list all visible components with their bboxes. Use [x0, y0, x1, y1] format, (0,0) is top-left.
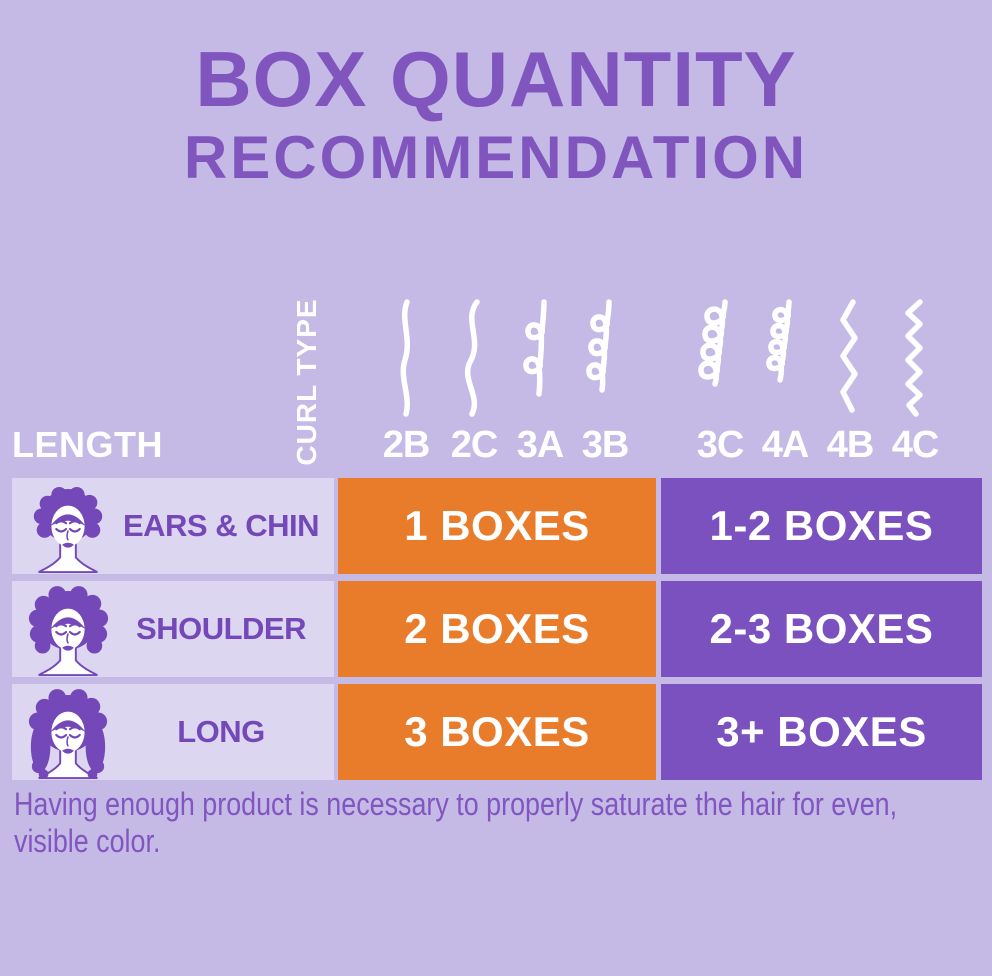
length-label: SHOULDER: [136, 611, 306, 646]
curl-type-label-4b: 4B: [826, 424, 875, 466]
curl-3b-icon: [586, 299, 612, 393]
footer-note: Having enough product is necessary to pr…: [14, 786, 897, 860]
length-cell-long: LONG: [12, 684, 334, 780]
boxes-cell-purple: 3+ BOXES: [661, 684, 982, 780]
curl-type-label-4a: 4A: [761, 424, 810, 466]
curl-type-axis-label: CURL TYPE: [291, 298, 322, 466]
curl-type-label-3c: 3C: [696, 424, 745, 466]
length-label: LONG: [177, 714, 265, 749]
page-subtitle: RECOMMENDATION: [183, 124, 809, 191]
length-label: EARS & CHIN: [122, 508, 320, 543]
boxes-value: 3+ BOXES: [716, 708, 927, 755]
length-cell-shoulder: SHOULDER: [12, 581, 334, 677]
curl-type-label-2c: 2C: [450, 424, 499, 466]
curl-type-label-2b: 2B: [382, 424, 431, 466]
boxes-cell-orange: 3 BOXES: [338, 684, 656, 780]
curl-3a-icon: [523, 299, 547, 397]
woman-shoulder-hair-icon: [28, 586, 109, 677]
boxes-value: 2 BOXES: [404, 605, 590, 652]
boxes-value: 2-3 BOXES: [709, 605, 934, 652]
boxes-value: 1 BOXES: [404, 502, 590, 549]
footer-note-line-1: Having enough product is necessary to pr…: [14, 786, 898, 822]
table-row-shoulder: SHOULDER 2 BOXES 2-3 BOXES: [0, 581, 992, 677]
curl-type-label-4c: 4C: [891, 424, 940, 466]
length-cell-ears-chin: EARS & CHIN: [12, 478, 334, 574]
length-axis-label: LENGTH: [12, 424, 163, 465]
boxes-value: 1-2 BOXES: [709, 502, 934, 549]
boxes-cell-orange: 2 BOXES: [338, 581, 656, 677]
woman-long-hair-icon: [28, 689, 108, 780]
boxes-cell-purple: 2-3 BOXES: [661, 581, 982, 677]
footer-note-line-2: visible color.: [14, 823, 161, 859]
boxes-cell-orange: 1 BOXES: [338, 478, 656, 574]
curl-4c-icon: [905, 299, 923, 417]
curl-4a-icon: [766, 299, 792, 383]
boxes-cell-purple: 1-2 BOXES: [661, 478, 982, 574]
curl-type-label-3a: 3A: [516, 424, 565, 466]
woman-ears-chin-hair-icon: [33, 487, 103, 574]
curl-type-label-3b: 3B: [581, 424, 630, 466]
curl-3c-icon: [698, 299, 728, 387]
curl-4b-icon: [840, 299, 858, 413]
boxes-value: 3 BOXES: [404, 708, 590, 755]
page-title: BOX QUANTITY: [195, 35, 797, 123]
curl-2c-icon: [464, 299, 480, 417]
curl-2b-icon: [400, 299, 411, 417]
table-row-long: LONG 3 BOXES 3+ BOXES: [0, 684, 992, 780]
table-row-ears-chin: EARS & CHIN 1 BOXES 1-2 BOXES: [0, 478, 992, 574]
